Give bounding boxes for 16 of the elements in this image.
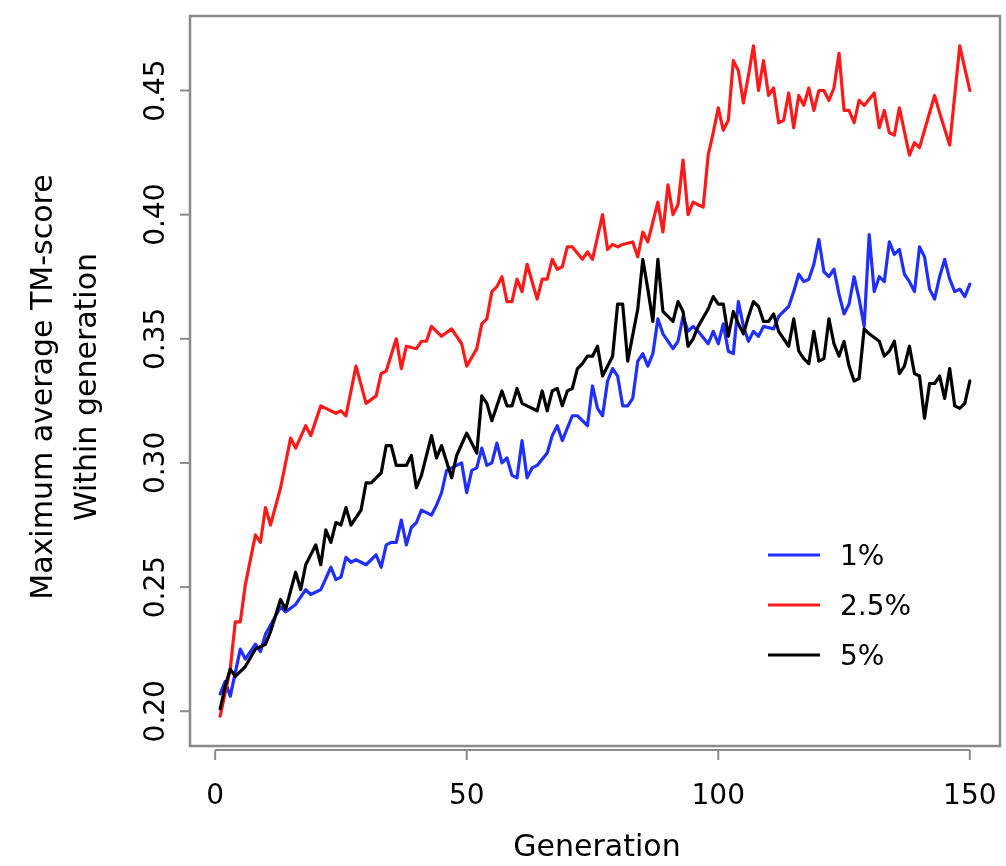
y-tick-label: 0.40 xyxy=(138,183,171,246)
x-tick-label: 0 xyxy=(206,778,225,811)
legend-label: 1% xyxy=(840,539,885,572)
x-tick-label: 150 xyxy=(943,778,997,811)
legend-label: 2.5% xyxy=(840,589,912,622)
y-tick-label: 0.45 xyxy=(138,59,171,122)
y-axis-title: Maximum average TM-score Within generation xyxy=(24,174,103,600)
x-tick-label: 100 xyxy=(691,778,745,811)
y-tick-label: 0.20 xyxy=(138,680,171,743)
legend-label: 5% xyxy=(840,639,885,672)
y-tick-label: 0.35 xyxy=(138,307,171,370)
y-tick-label: 0.25 xyxy=(138,555,171,619)
line-series xyxy=(218,44,972,718)
x-axis-title: Generation xyxy=(513,828,681,863)
y-tick-label: 0.30 xyxy=(138,431,171,495)
x-tick-label: 50 xyxy=(448,778,485,811)
